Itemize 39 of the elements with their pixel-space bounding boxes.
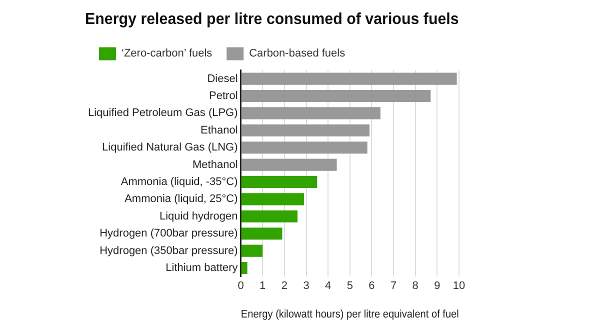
x-tick-label: 0 [238,280,244,292]
y-tick-label: Liquid hydrogen [159,210,238,222]
x-axis-title: Energy (kilowatt hours) per litre equivalent of fuel [240,308,459,321]
bar [241,210,298,222]
y-tick-label: Hydrogen (700bar pressure) [100,228,238,240]
chart-title: Energy released per litre consumed of various fuels [85,10,460,28]
y-tick-label: Hydrogen (350bar pressure) [100,244,238,257]
legend-label: Carbon-based fuels [249,48,346,60]
bar [241,193,304,206]
bar [241,158,337,171]
x-tick-label: 6 [368,280,375,292]
x-tick-label: 2 [281,280,288,292]
bar [241,90,431,102]
x-tick-label: 8 [412,280,418,292]
bar [241,142,368,154]
y-tick-label: Lithium battery [166,262,238,274]
bar [241,124,370,136]
x-tick-label: 1 [260,280,266,292]
bar [241,244,263,257]
bar [241,72,457,85]
x-tick-label: 10 [452,280,466,292]
y-tick-label: Petrol [209,90,238,102]
legend-label: ‘Zero-carbon’ fuels [122,48,213,60]
x-tick-label: 3 [303,280,310,292]
x-tick-label: 9 [434,280,440,292]
y-tick-label: Liquified Natural Gas (LNG) [102,142,238,154]
bar [241,262,248,274]
y-tick-label: Methanol [192,158,238,171]
x-tick-label: 4 [325,280,332,292]
y-tick-label: Ammonia (liquid, 25°C) [124,193,238,206]
x-tick-label: 7 [390,280,397,292]
y-tick-label: Diesel [207,72,238,85]
y-tick-label: Ethanol [200,124,238,136]
bar [241,176,318,188]
y-tick-label: Ammonia (liquid, -35°C) [120,176,238,188]
x-tick-label: 5 [346,280,353,292]
y-tick-label: Liquified Petroleum Gas (LPG) [88,107,238,120]
bar [241,228,282,240]
bar [241,107,380,120]
